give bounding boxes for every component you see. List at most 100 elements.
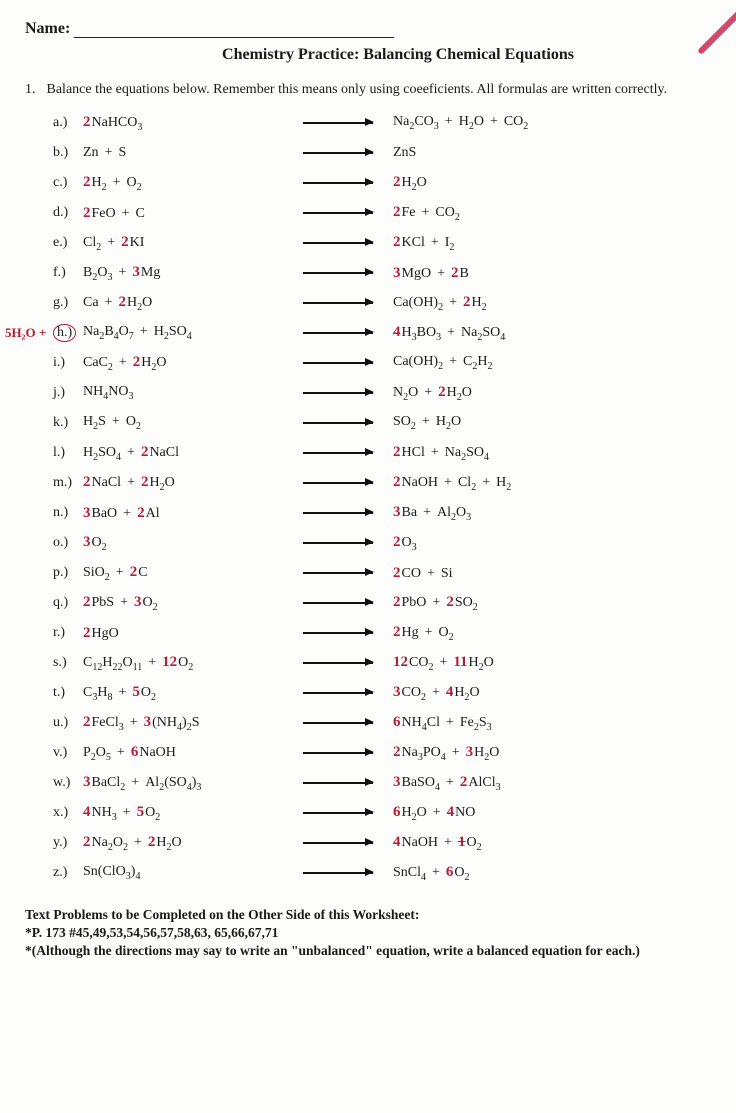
equation-row: p.)SiO2+2C2CO+Si [53,558,711,588]
equation-rhs: 6NH4Cl+Fe2S3 [393,714,711,733]
row-letter: s.) [53,655,83,671]
row-letter: r.) [53,625,83,641]
reaction-arrow [303,565,393,581]
reaction-arrow [303,445,393,461]
footer-block: Text Problems to be Completed on the Oth… [25,906,711,961]
equation-rhs: 3Ba+Al2O3 [393,504,711,523]
equation-rhs: 2Fe+CO2 [393,204,711,223]
equation-lhs: H2S+O2 [83,414,303,432]
equation-row: l.)H2SO4+2NaCl 2HCl+Na2SO4 [53,438,711,468]
equation-rhs: 3BaSO4+2AlCl3 [393,774,711,793]
equation-lhs: P2O5+6NaOH [83,744,303,763]
reaction-arrow [303,415,393,431]
equation-row: v.)P2O5+6NaOH 2Na3PO4+3H2O [53,738,711,768]
equation-rhs: Na2CO3+H2O+CO2 [393,114,711,132]
reaction-arrow [303,115,393,131]
equation-rhs: 2HCl+Na2SO4 [393,444,711,463]
equation-lhs: C3H8+5O2 [83,684,303,703]
equation-lhs: H2SO4+2NaCl [83,444,303,463]
equation-row: n.)3BaO+2Al3Ba+Al2O3 [53,498,711,528]
row-letter: o.) [53,535,83,551]
equation-rhs: 4H3BO3+Na2SO4 [393,324,711,343]
equation-row: k.)H2S+O2SO2+H2O [53,408,711,438]
row-letter: w.) [53,775,83,791]
equation-lhs: Ca+2H2O [83,294,303,313]
equation-row: x.)4NH3+5O26H2O+4NO [53,798,711,828]
row-letter: v.) [53,745,83,761]
worksheet-title: Chemistry Practice: Balancing Chemical E… [25,46,711,64]
equation-rhs: 2Na3PO4+3H2O [393,744,711,763]
row-letter: q.) [53,595,83,611]
equation-row: i.)CaC2+2H2OCa(OH)2+C2H2 [53,348,711,378]
equation-row: y.)2Na2O2+2H2O4NaOH+1O2 [53,828,711,858]
equation-lhs: 2NaHCO3 [83,114,303,133]
reaction-arrow [303,715,393,731]
equation-lhs: C12H22O11+12O2 [83,654,303,673]
equation-lhs: 2PbS+3O2 [83,594,303,613]
reaction-arrow [303,805,393,821]
row-letter: j.) [53,385,83,401]
equations-list: a.)2NaHCO3Na2CO3+H2O+CO2b.)Zn+SZnSc.)2H2… [53,108,711,888]
row-letter: p.) [53,565,83,581]
equation-row: s.)C12H22O11+12O2 12CO2+11H2O [53,648,711,678]
equation-row: t.)C3H8+5O23CO2+4H2O [53,678,711,708]
equation-row: u.)2FeCl3+3(NH4)2S6NH4Cl+Fe2S3 [53,708,711,738]
row-letter: d.) [53,205,83,221]
reaction-arrow [303,625,393,641]
footer-line-1: Text Problems to be Completed on the Oth… [25,906,711,924]
row-letter: l.) [53,445,83,461]
reaction-arrow [303,595,393,611]
reaction-arrow [303,325,393,341]
equation-lhs: Sn(ClO3)4 [83,864,303,882]
instruction-text: Balance the equations below. Remember th… [47,82,668,97]
equation-rhs: N2O+2H2O [393,384,711,403]
row-letter: y.) [53,835,83,851]
equation-lhs: B2O3+3Mg [83,264,303,283]
row-letter: e.) [53,235,83,251]
equation-rhs: 2Hg+O2 [393,624,711,643]
name-field: Name: [25,20,711,38]
equation-row: w.)3BaCl2+Al2(SO4)33BaSO4+2AlCl3 [53,768,711,798]
reaction-arrow [303,685,393,701]
equation-lhs: Cl2+2KI [83,234,303,253]
equation-row: e.)Cl2+2KI2KCl+I2 [53,228,711,258]
equation-lhs: Na2B4O7+H2SO4 [83,324,303,342]
footer-line-3: *(Although the directions may say to wri… [25,942,711,960]
row-letter: a.) [53,115,83,131]
equation-lhs: 2NaCl+2H2O [83,474,303,493]
equation-rhs: 2PbO+2SO2 [393,594,711,613]
row-letter: m.) [53,475,83,491]
equation-rhs: ZnS [393,145,711,161]
equation-rhs: 6H2O+4NO [393,804,711,823]
reaction-arrow [303,205,393,221]
equation-rhs: 2NaOH+Cl2+H2 [393,474,711,493]
equation-row: c.)2H2+O22H2O [53,168,711,198]
equation-lhs: Zn+S [83,145,303,161]
footer-line-2: *P. 173 #45,49,53,54,56,57,58,63, 65,66,… [25,924,711,942]
reaction-arrow [303,865,393,881]
equation-row: f.)B2O3+3Mg3MgO+2B [53,258,711,288]
equation-row: a.)2NaHCO3 Na2CO3+H2O+CO2 [53,108,711,138]
reaction-arrow [303,265,393,281]
row-letter: g.) [53,295,83,311]
equation-rhs: SnCl4+6O2 [393,864,711,883]
reaction-arrow [303,505,393,521]
equation-lhs: 2FeO+C [83,205,303,222]
row-letter: t.) [53,685,83,701]
instruction-line: 1. Balance the equations below. Remember… [25,82,711,98]
equation-lhs: NH4NO3 [83,384,303,402]
reaction-arrow [303,655,393,671]
equation-lhs: 2Na2O2+2H2O [83,834,303,853]
reaction-arrow [303,175,393,191]
equation-rhs: 12CO2+11H2O [393,654,711,673]
reaction-arrow [303,535,393,551]
reaction-arrow [303,775,393,791]
equation-row: g.)Ca+2H2OCa(OH)2+2H2 [53,288,711,318]
equation-lhs: SiO2+2C [83,564,303,583]
row-letter: u.) [53,715,83,731]
row-letter: x.) [53,805,83,821]
equation-lhs: CaC2+2H2O [83,354,303,373]
row-letter: c.) [53,175,83,191]
reaction-arrow [303,835,393,851]
row-letter: z.) [53,865,83,881]
